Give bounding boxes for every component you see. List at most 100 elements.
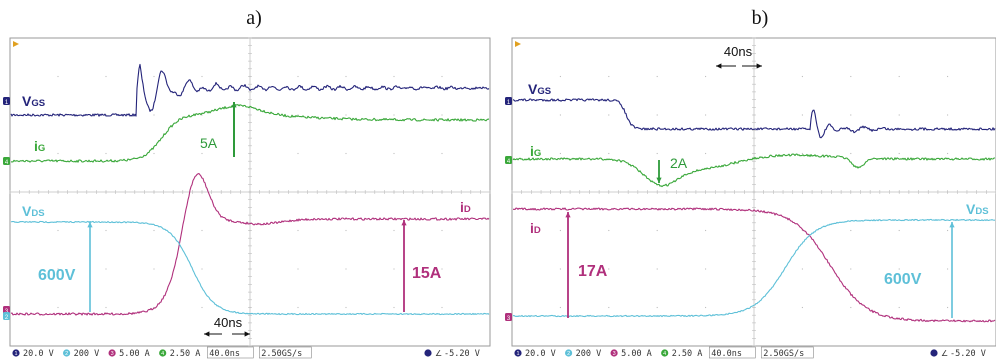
grid-dot — [297, 75, 299, 78]
grid-dot — [441, 268, 443, 270]
grid-dot — [898, 268, 900, 270]
grid-dot — [105, 152, 107, 155]
grid-dot — [441, 75, 443, 78]
grid-dot — [801, 114, 804, 116]
grid-dot — [850, 268, 852, 270]
status-timebase: 40.0ns — [711, 349, 742, 359]
series-vds-a — [10, 220, 490, 316]
grid-dot — [201, 268, 203, 270]
status-channel-num: 4 — [161, 351, 164, 357]
panel-a-title: a) — [246, 7, 262, 29]
grid-dot — [608, 152, 610, 155]
grid-dot — [705, 229, 707, 232]
label-ig-a: iG — [34, 138, 45, 154]
scope-panel-a: 1 4 3 2 VGS iG VDS iD 5A 600V 15A 40ns 1 20.0 V 2 200 V… — [3, 37, 491, 359]
grid-dot — [608, 268, 610, 270]
label-vds-b: VDS — [966, 201, 989, 217]
annotation-arrow-17a-head — [565, 212, 571, 218]
annotation-arrow-600v-a — [87, 222, 93, 312]
annotation-40ns-right-a — [232, 331, 250, 337]
grid-dot — [393, 114, 395, 116]
grid-dot — [705, 268, 707, 270]
grid-dot — [393, 268, 395, 270]
grid-dot — [297, 152, 299, 155]
status-trigger-level: -5.20 V — [444, 349, 480, 359]
grid-dot — [201, 306, 203, 309]
channel-3-marker-b — [505, 313, 512, 321]
status-channel-icon — [159, 349, 167, 357]
annotation-40ns-right-a-head — [244, 331, 250, 337]
series-vgs-b — [512, 98, 996, 139]
channel-4-marker-b — [505, 156, 512, 164]
series-id-a — [10, 173, 490, 316]
grid-dot — [201, 152, 203, 155]
grid-dot — [705, 114, 707, 116]
annotation-15a: 15A — [412, 265, 442, 282]
status-channel-icon — [610, 349, 618, 357]
annotation-40ns-right-b — [742, 63, 762, 69]
status-channel-scale: 5.00 A — [621, 349, 652, 359]
status-trigger-channel-icon — [424, 349, 432, 357]
annotation-40ns-left-a-head — [204, 331, 210, 337]
grid-dot — [297, 306, 299, 309]
status-channel-icon — [63, 349, 71, 357]
status-box — [760, 346, 814, 359]
channel-1-marker-b — [505, 97, 512, 105]
grid-dot — [656, 75, 658, 78]
grid-dot — [608, 75, 610, 78]
annotation-600v-b: 600V — [884, 271, 922, 288]
grid-dot — [801, 152, 804, 155]
annotation-40ns-left-b — [716, 63, 736, 69]
grid-dot — [105, 268, 107, 270]
label-ig-b: iG — [530, 143, 541, 159]
annotation-17a: 17A — [578, 263, 608, 280]
grid-dot — [656, 114, 658, 116]
label-vds-a: VDS — [22, 203, 45, 219]
status-trigger-slope-icon: ∠ — [435, 349, 442, 358]
status-trigger-slope-icon: ∠ — [941, 349, 948, 358]
grid-dot — [153, 152, 155, 155]
grid-dot — [57, 229, 59, 232]
annotation-arrow-15a-head — [401, 220, 407, 226]
annotation-arrow-600v-b — [949, 222, 955, 318]
grid-dot — [559, 114, 562, 116]
status-channel-icon — [12, 349, 20, 357]
grid-dot — [201, 229, 203, 232]
grid-dot — [57, 306, 59, 309]
annotation-40ns-b: 40ns — [724, 44, 753, 59]
status-channel-scale: 20.0 V — [23, 349, 54, 359]
status-trigger-level: -5.20 V — [950, 349, 986, 359]
grid-dot — [393, 229, 395, 232]
grid-dot — [608, 114, 610, 116]
grid-dot — [850, 306, 852, 309]
grid-dot — [441, 114, 443, 116]
grid-dot — [105, 229, 107, 232]
grid-dot — [801, 268, 804, 270]
annotation-40ns-left-a — [204, 331, 222, 337]
grid-dot — [947, 306, 949, 309]
status-channel-icon — [108, 349, 116, 357]
status-trigger-channel-icon — [930, 349, 938, 357]
grid-dot — [801, 306, 804, 309]
grid-dot — [801, 75, 804, 78]
annotation-40ns-a: 40ns — [214, 315, 243, 330]
grid-dot — [898, 114, 900, 116]
grid-dot — [947, 152, 949, 155]
grid-dot — [297, 114, 299, 116]
label-vgs-b: VGS — [528, 81, 551, 97]
grid-dot — [153, 75, 155, 78]
series-id-b — [513, 207, 996, 323]
grid-dot — [559, 152, 562, 155]
annotation-arrow-600v-a-head — [87, 222, 93, 228]
annotation-40ns-left-b-head — [716, 63, 722, 69]
grid-dot — [608, 229, 610, 232]
annotation-arrow-2a-head — [656, 177, 662, 183]
status-channel-icon — [514, 349, 522, 357]
panel-a-trigger-marker — [13, 41, 19, 47]
grid-dot — [345, 114, 347, 116]
annotation-600v-a: 600V — [38, 267, 76, 284]
status-box — [258, 346, 312, 359]
annotation-2a: 2A — [670, 155, 688, 171]
annotation-5a: 5A — [200, 135, 218, 151]
